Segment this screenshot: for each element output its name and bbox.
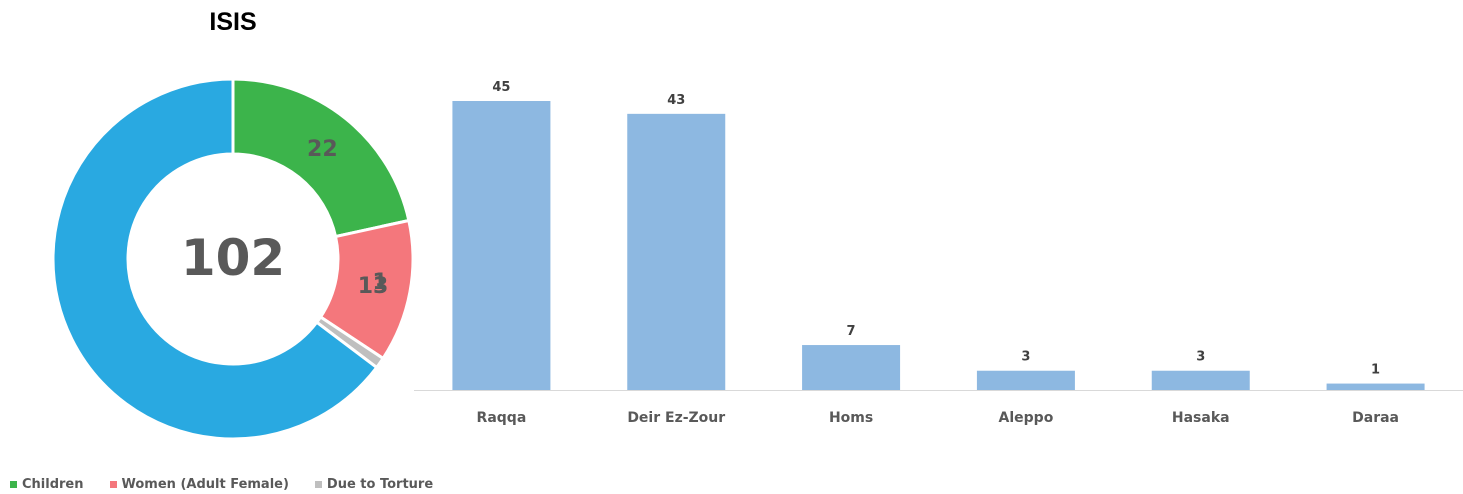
legend-item-children: Children (10, 477, 84, 492)
donut-chart: 22 131 (51, 77, 415, 441)
bar (1151, 370, 1250, 390)
legend-swatch (314, 481, 322, 488)
legend-label: Women (Adult Female) (121, 477, 289, 492)
bar-data-label: 1 (1371, 363, 1380, 378)
donut-slice-label: 1 (372, 270, 387, 295)
x-tick-label: Hasaka (1172, 410, 1230, 426)
bar-data-label: 7 (847, 324, 856, 339)
legend-item-women: Women (Adult Female) (109, 477, 289, 492)
bar-data-label: 3 (1021, 350, 1030, 365)
x-tick-label: Deir Ez-Zour (627, 410, 725, 426)
donut-center-total: 102 (181, 229, 285, 287)
bar (1326, 383, 1425, 390)
bar (802, 345, 901, 390)
legend-item-torture: Due to Torture (314, 477, 434, 492)
bar (976, 370, 1075, 390)
bar (627, 113, 726, 390)
x-tick-label: Daraa (1352, 410, 1399, 426)
donut-slice (51, 77, 379, 441)
bar-data-label: 3 (1196, 350, 1205, 365)
legend-swatch (10, 481, 17, 488)
bar-data-label: 43 (667, 93, 685, 108)
donut-slice-label: 22 (307, 137, 338, 162)
bar-data-label: 45 (492, 80, 510, 95)
bar (452, 101, 551, 390)
legend-label: Due to Torture (326, 477, 434, 492)
bar-chart: 45 Raqqa 43 Deir Ez-Zour 7 Homs 3 Aleppo 3 Hasaka… (414, 80, 1463, 426)
legend: Children Women (Adult Female) Due to Tor… (10, 477, 433, 492)
x-tick-label: Raqqa (477, 410, 527, 426)
legend-swatch (109, 481, 117, 488)
legend-label: Children (22, 477, 84, 492)
chart-title: ISIS (209, 8, 257, 36)
donut-slice (231, 77, 411, 239)
donut-slice-label: 13 (358, 274, 389, 299)
x-tick-label: Aleppo (999, 410, 1054, 426)
x-tick-label: Homs (829, 410, 873, 426)
